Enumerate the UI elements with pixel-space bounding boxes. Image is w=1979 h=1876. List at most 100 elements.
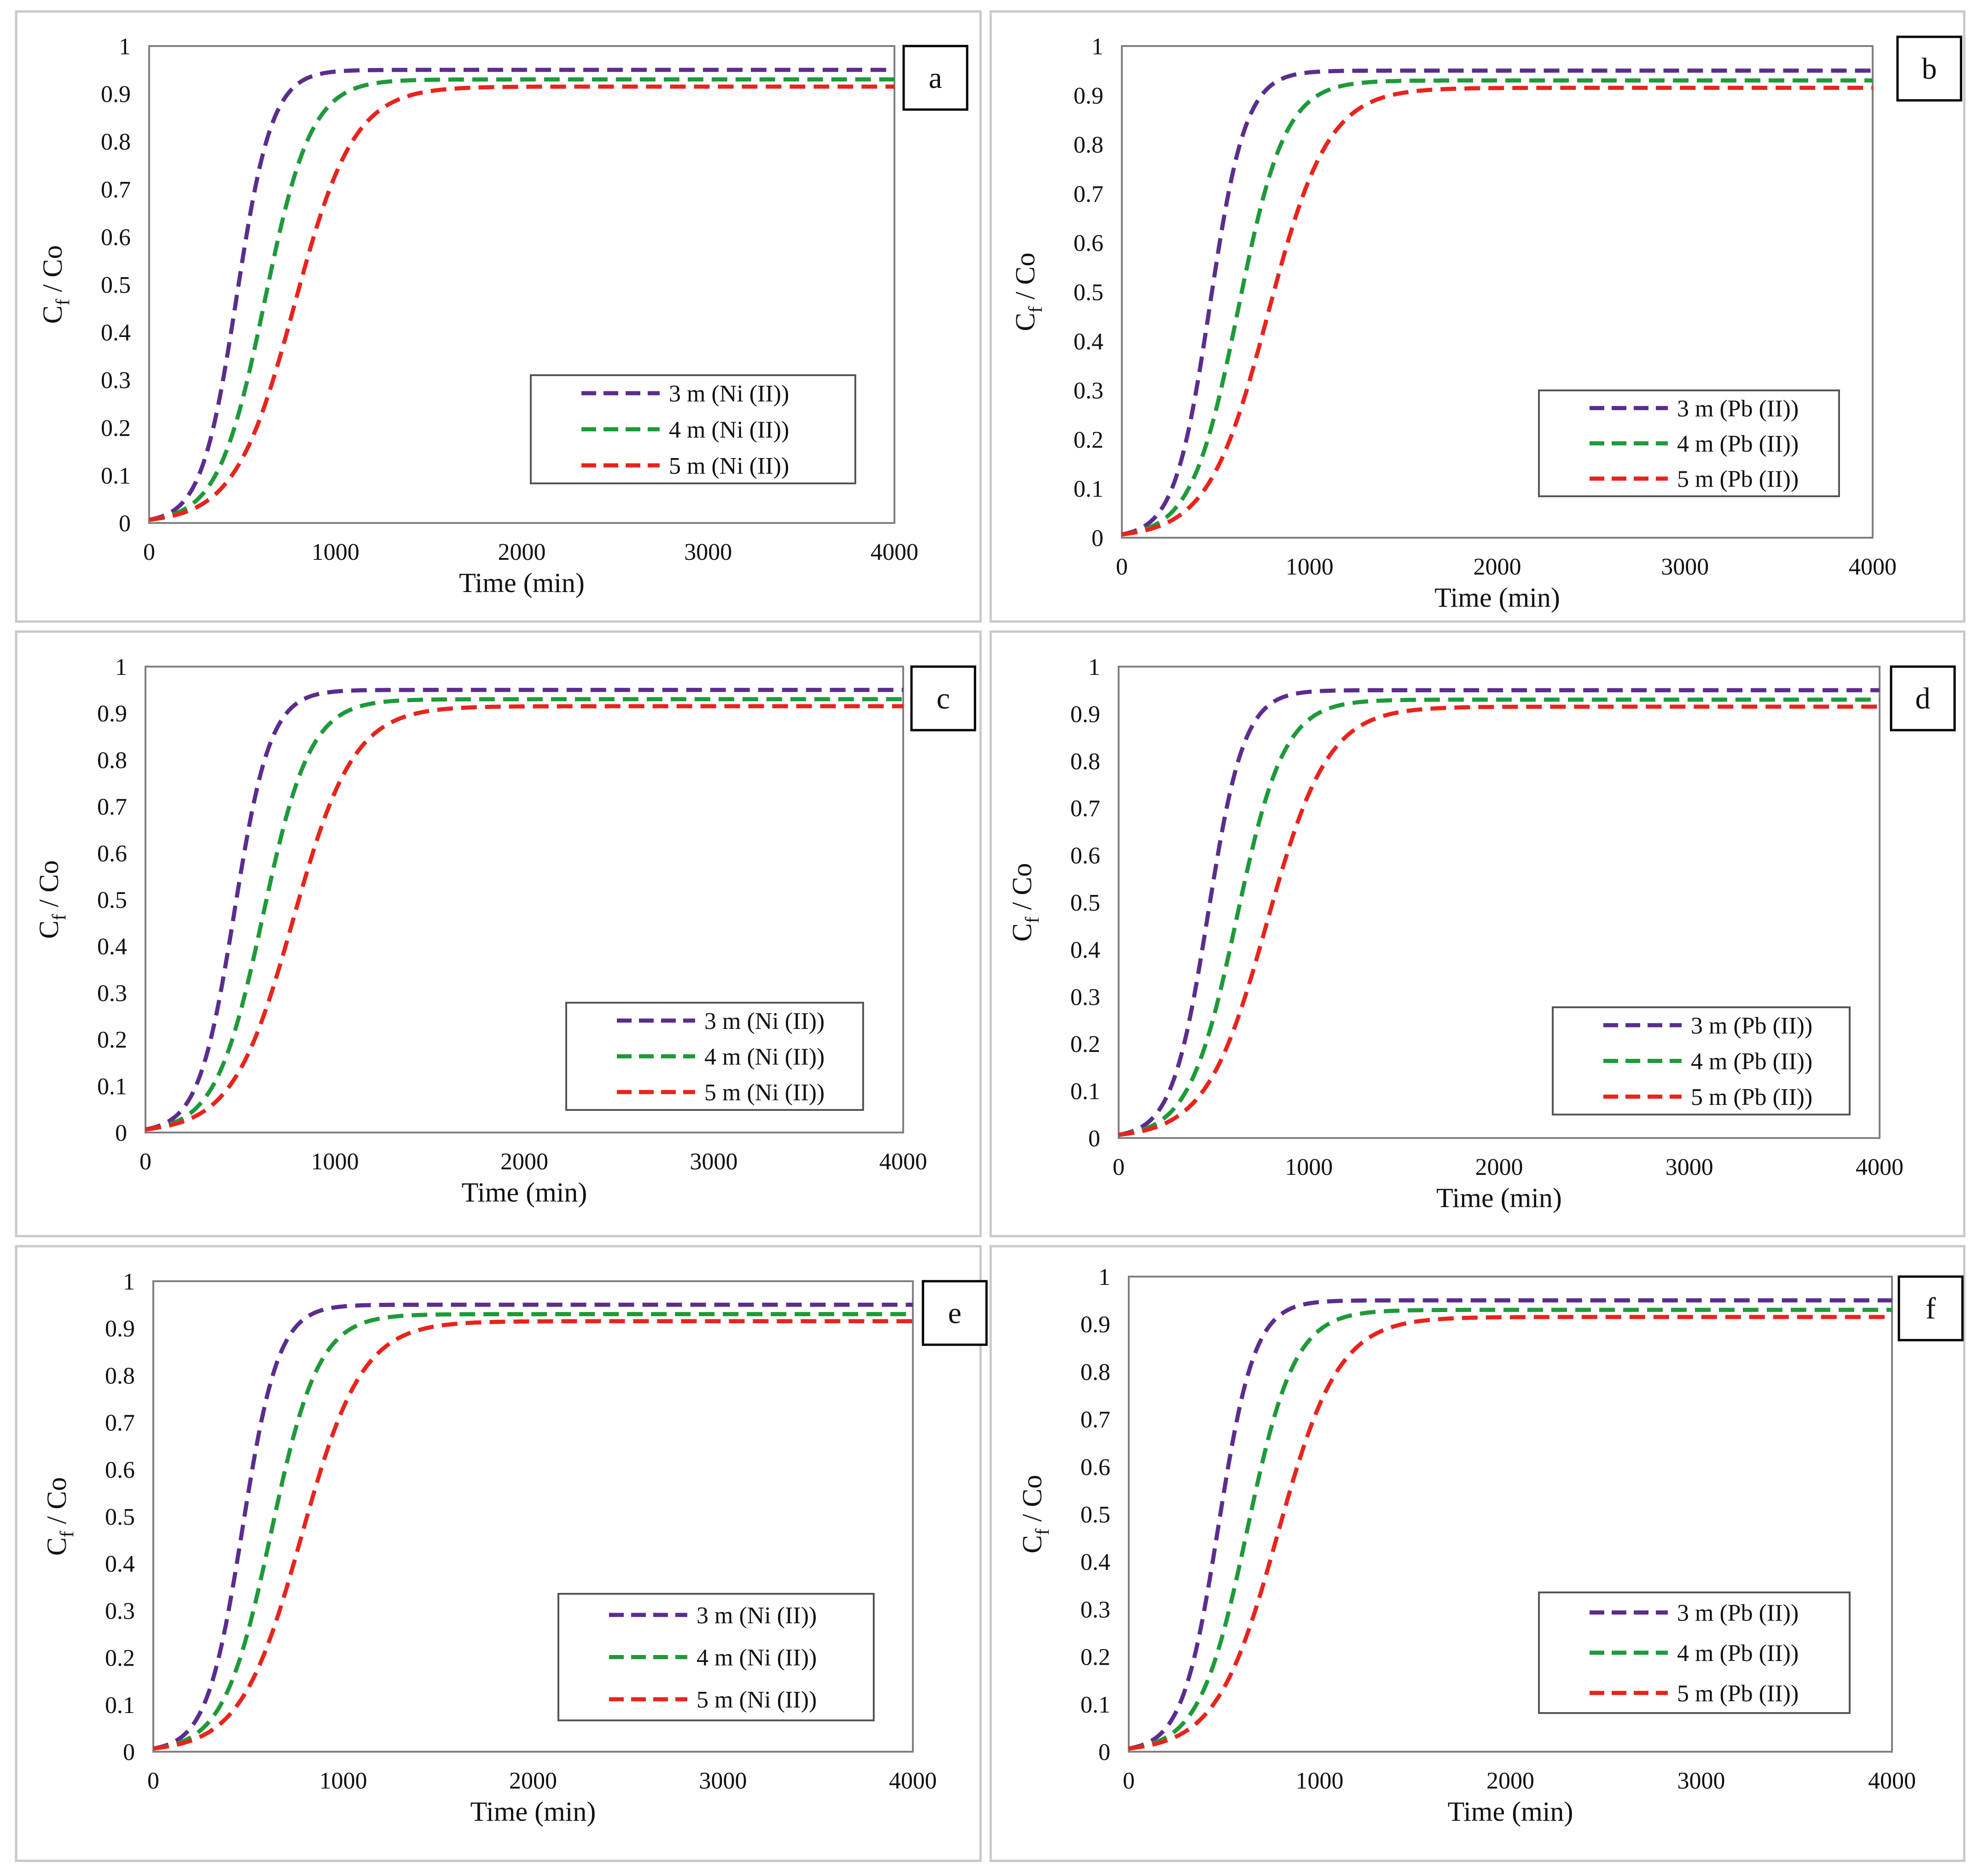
x-tick-label: 3000 [1661,554,1709,580]
plot-area [152,1280,914,1753]
legend-label: 5 m (Pb (II)) [1691,1084,1812,1110]
x-axis-title: Time (min) [462,1177,587,1208]
x-tick-label: 1000 [1296,1768,1344,1794]
legend-label: 3 m (Pb (II)) [1677,395,1799,422]
panel-letter-box [1890,665,1956,732]
y-tick-label: 0.8 [101,129,131,155]
plot-area [145,666,904,1133]
y-tick-label: 0 [123,1739,135,1766]
x-tick-label: 3000 [1677,1768,1725,1794]
series-line-5m [1118,704,1880,1137]
y-axis-title: Cf / Co [1017,1475,1053,1554]
legend-label: 3 m (Ni (II)) [696,1603,817,1629]
x-tick-label: 2000 [1474,554,1521,580]
legend-label: 4 m (Pb (II)) [1677,1640,1799,1667]
y-tick-label: 0.8 [97,747,127,773]
y-tick-label: 0.2 [105,1645,135,1672]
series-line-3m [1128,1298,1892,1751]
plot-area [1121,45,1874,539]
y-tick-label: 0.7 [101,177,131,203]
panel-letter: a [929,61,942,95]
y-tick-label: 0.1 [101,463,131,489]
y-tick-label: 0.6 [101,224,131,250]
x-tick-label: 2000 [498,539,546,565]
legend-label: 3 m (Ni (II)) [669,381,789,407]
legend: 3 m (Pb (II)) 4 m (Pb (II)) 5 m (Pb (II)) [1538,389,1840,497]
legend-label: 5 m (Pb (II)) [1677,1680,1799,1707]
series-line-4m [1128,1307,1892,1751]
panel-letter: e [948,1296,961,1330]
y-tick-label: 0 [1091,525,1103,552]
plot-area [148,45,895,524]
x-tick-label: 4000 [1849,554,1897,580]
x-tick-label: 2000 [509,1768,557,1794]
panel-letter: b [1922,52,1937,86]
series-line-5m [145,704,903,1132]
y-tick-label: 1 [1088,654,1100,680]
x-tick-label: 0 [1123,1768,1135,1794]
y-tick-label: 1 [115,654,127,680]
y-tick-label: 0.4 [105,1551,135,1577]
y-axis-title: Cf / Co [1010,253,1046,331]
y-tick-label: 0.2 [97,1027,127,1053]
legend-label: 5 m (Ni (II)) [669,453,789,479]
y-tick-label: 0.2 [1080,1644,1110,1671]
y-tick-label: 0 [1098,1739,1110,1766]
y-tick-label: 0.6 [97,841,127,867]
legend-label: 4 m (Ni (II)) [696,1645,817,1671]
legend-box [1538,389,1840,497]
chart-panel-c: 0 0.1 0.2 0.3 0.4 0.5 0.6 0.7 0.8 0.9 1 0 1000 2000 30… [15,630,982,1237]
y-tick-label: 0.2 [1070,1031,1100,1057]
x-tick-label: 1000 [312,539,360,565]
x-axis-title: Time (min) [459,568,585,598]
y-tick-label: 0.7 [1080,1407,1110,1433]
x-tick-label: 0 [1113,1154,1125,1180]
plot-area [1118,666,1880,1139]
y-tick-label: 0.1 [1070,1079,1100,1105]
legend-box [565,1002,864,1111]
panel-letter-box [1896,35,1962,102]
y-tick-label: 0.3 [105,1598,135,1624]
series-line-3m [145,688,903,1132]
y-tick-label: 0.9 [1074,83,1103,109]
series-line-5m [153,1319,913,1751]
y-tick-label: 0.3 [1074,378,1103,404]
y-axis-title: Cf / Co [37,245,74,324]
x-tick-label: 1000 [1286,554,1334,580]
x-tick-label: 3000 [684,539,732,565]
panel-frame [989,630,1966,1237]
x-tick-label: 0 [1116,554,1128,580]
x-tick-label: 3000 [690,1149,738,1175]
legend: 3 m (Pb (II)) 4 m (Pb (II)) 5 m (Pb (II)) [1538,1591,1851,1714]
y-tick-label: 0.5 [97,887,127,913]
legend-label: 3 m (Pb (II)) [1677,1600,1799,1626]
series-line-5m [149,84,894,522]
y-tick-label: 0.7 [1070,796,1100,822]
y-tick-label: 0.5 [1080,1502,1110,1528]
x-tick-label: 0 [147,1768,159,1794]
y-tick-label: 0.3 [101,367,131,394]
series-line-3m [153,1302,913,1751]
legend: 3 m (Pb (II)) 4 m (Pb (II)) 5 m (Pb (II)) [1552,1006,1851,1115]
series-line-4m [1118,697,1880,1137]
y-tick-label: 0.2 [101,415,131,441]
y-tick-label: 0.9 [1070,701,1100,727]
y-tick-label: 0.4 [1080,1549,1110,1575]
panel-letter: c [936,682,950,715]
y-tick-label: 0.8 [1074,132,1103,158]
panel-letter-box [902,45,969,111]
x-tick-label: 1000 [1285,1154,1333,1180]
x-axis-title: Time (min) [1448,1796,1573,1827]
panel-letter-box [922,1280,988,1346]
x-tick-label: 4000 [1856,1154,1904,1180]
legend-label: 5 m (Ni (II)) [696,1687,817,1713]
x-tick-label: 0 [139,1149,151,1175]
legend: 3 m (Ni (II)) 4 m (Ni (II)) 5 m (Ni (II)) [565,1002,864,1111]
y-tick-label: 0.6 [1074,230,1103,256]
x-axis-title: Time (min) [1436,1183,1562,1213]
x-tick-label: 2000 [500,1149,548,1175]
x-tick-label: 0 [143,539,155,565]
panel-frame [989,1245,1966,1862]
